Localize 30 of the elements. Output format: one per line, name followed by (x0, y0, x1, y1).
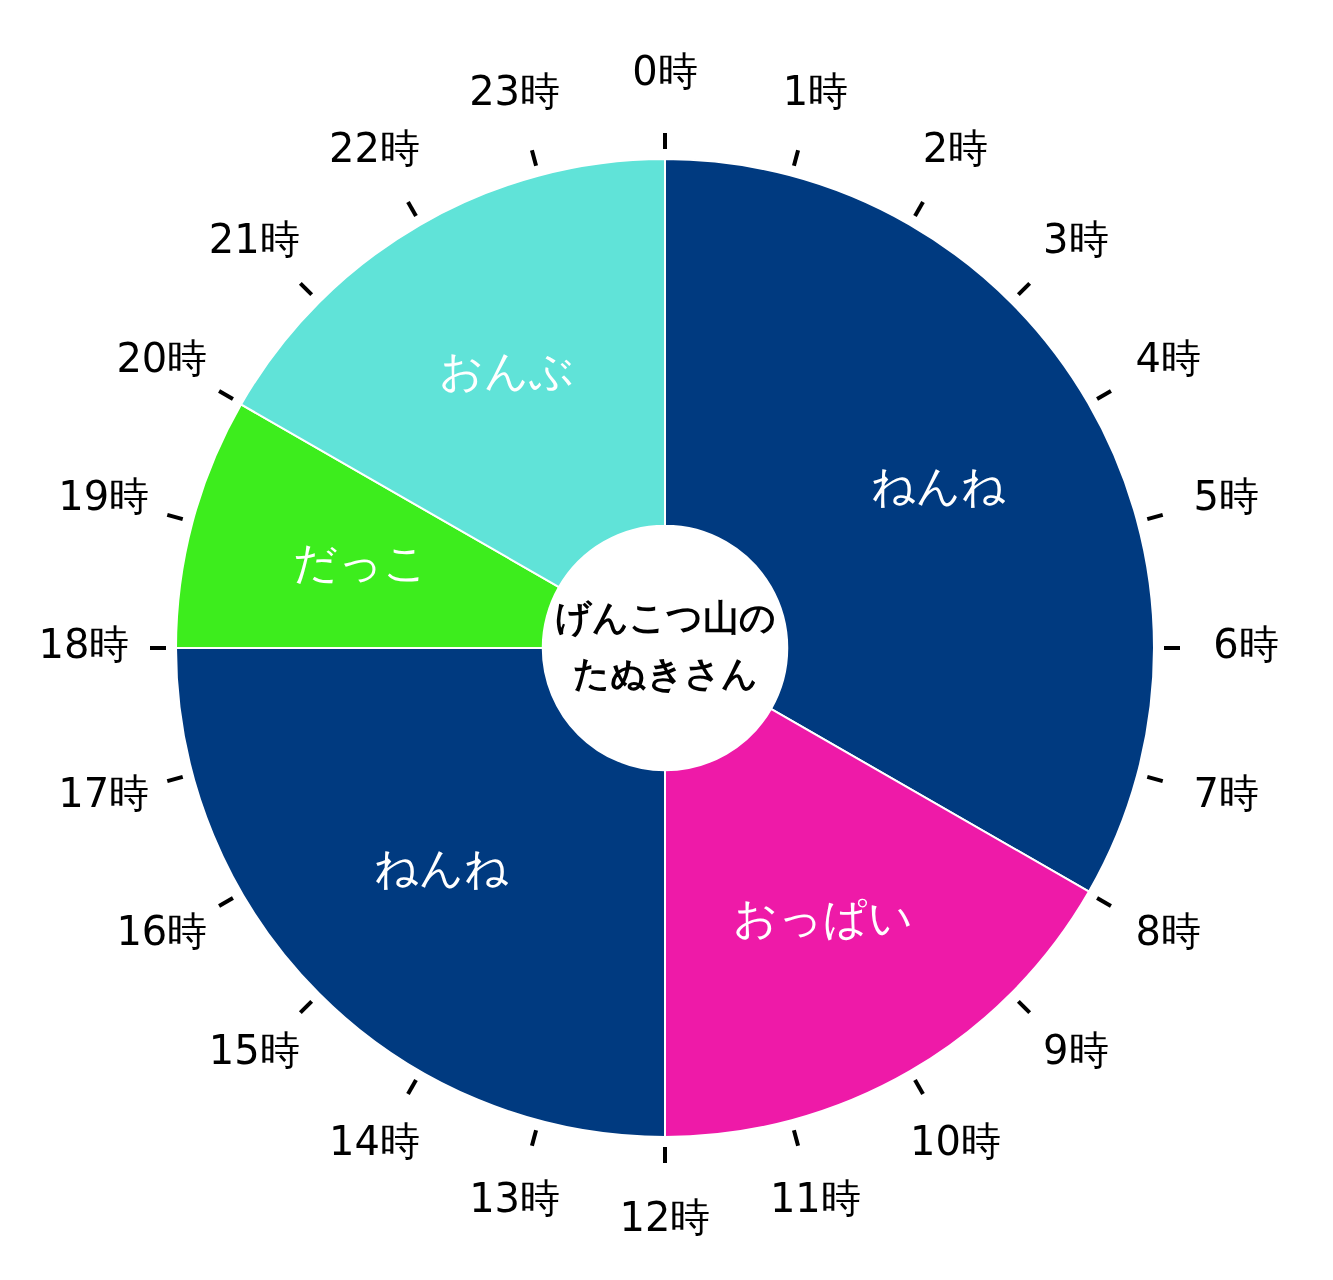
text: 20時 (116, 334, 208, 381)
text: 11時 (769, 1174, 861, 1221)
text: 0時 (632, 48, 698, 95)
text: 23時 (469, 67, 561, 114)
text: 19時 (58, 473, 150, 520)
slice-label: ねんね (870, 460, 1006, 512)
text: 7時 (1193, 769, 1259, 816)
text: 4時 (1135, 334, 1201, 381)
text: 9時 (1043, 1026, 1109, 1073)
text: 2時 (922, 125, 989, 172)
text: 14時 (329, 1117, 420, 1164)
text: 6時 (1213, 621, 1279, 668)
text: 12時 (619, 1194, 711, 1241)
slice-label: だっこ (292, 537, 428, 589)
slice-label: おんぶ (439, 345, 575, 397)
text: 3時 (1043, 216, 1109, 263)
text: 1時 (782, 67, 849, 114)
text: 21時 (208, 216, 300, 263)
text: 18時 (38, 621, 130, 668)
text: 16時 (116, 907, 208, 954)
slice-label: ねんね (374, 841, 510, 893)
text: 10時 (910, 1117, 1001, 1164)
slice-label: おっぱい (733, 891, 914, 943)
text: げんこつ山のたぬきさん (553, 596, 777, 696)
text: 13時 (469, 1174, 561, 1221)
text: 17時 (58, 769, 150, 816)
text: 8時 (1135, 907, 1201, 954)
text: 15時 (208, 1026, 300, 1073)
text: 22時 (329, 125, 420, 172)
text: 5時 (1193, 473, 1259, 520)
